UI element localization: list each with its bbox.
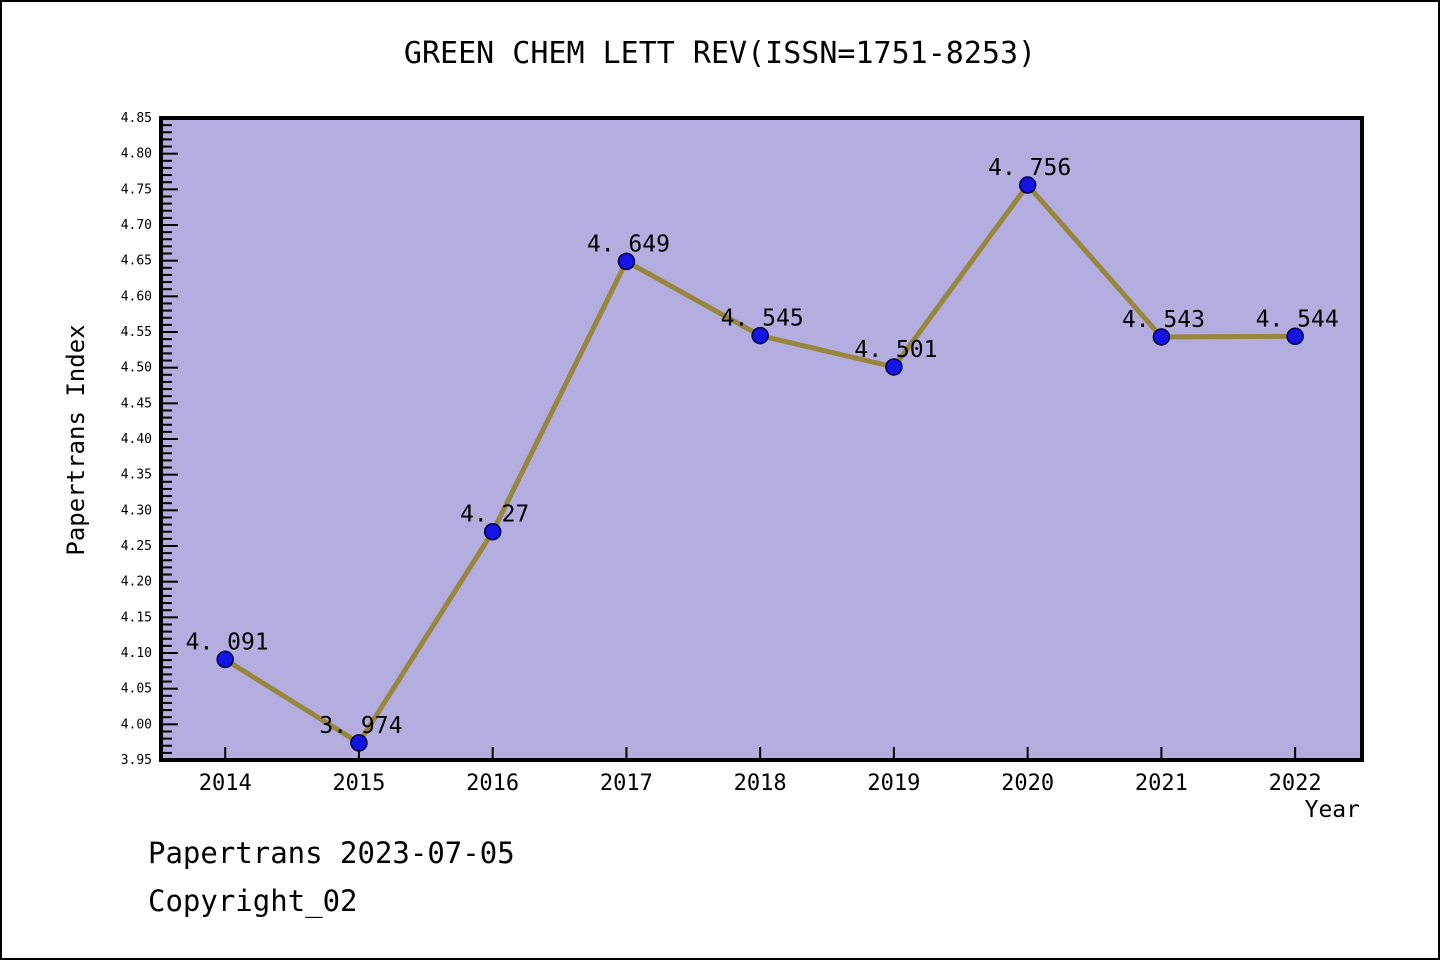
y-axis-label: Papertrans Index <box>62 324 90 556</box>
y-tick-label: 4.75 <box>121 182 152 197</box>
y-tick-label: 4.10 <box>121 646 152 661</box>
x-tick-label: 2019 <box>867 771 920 796</box>
y-tick-label: 4.85 <box>121 111 152 126</box>
x-tick-label: 2015 <box>332 771 385 796</box>
y-tick-label: 4.60 <box>121 289 152 304</box>
data-point-label: 4. 543 <box>1122 307 1205 333</box>
y-tick-label: 4.30 <box>121 503 152 518</box>
y-tick-label: 4.40 <box>121 432 152 447</box>
y-tick-label: 4.80 <box>121 147 152 162</box>
footer-copyright: Copyright_02 <box>148 884 358 918</box>
data-point-label: 4. 091 <box>186 629 269 655</box>
x-axis-label: Year <box>1304 797 1360 823</box>
data-point-label: 4. 649 <box>587 231 670 257</box>
y-tick-label: 4.20 <box>121 575 152 590</box>
x-tick-label: 2020 <box>1001 771 1054 796</box>
x-tick-label: 2017 <box>600 771 653 796</box>
x-tick-label: 2014 <box>199 771 252 796</box>
y-tick-label: 4.65 <box>121 254 152 269</box>
x-tick-label: 2018 <box>734 771 787 796</box>
y-tick-label: 3.95 <box>121 753 152 768</box>
y-tick-label: 4.15 <box>121 610 152 625</box>
data-point-marker <box>216 650 234 669</box>
x-tick-label: 2022 <box>1269 771 1322 796</box>
data-point-marker <box>350 734 368 752</box>
data-point-label: 4. 544 <box>1256 306 1339 332</box>
y-tick-label: 4.55 <box>121 325 152 340</box>
plot-area <box>159 116 1364 762</box>
x-tick-label: 2016 <box>466 771 519 796</box>
y-tick-label: 4.35 <box>121 468 152 483</box>
data-point-label: 4. 501 <box>854 337 937 363</box>
data-point-marker <box>617 252 636 271</box>
data-point-marker <box>1152 328 1171 346</box>
data-point-label: 4. 545 <box>721 306 804 332</box>
data-point-label: 4. 756 <box>988 155 1071 181</box>
y-tick-label: 4.25 <box>121 539 152 554</box>
x-tick-label: 2021 <box>1135 771 1188 796</box>
data-point-marker <box>1286 327 1304 346</box>
y-tick-label: 4.00 <box>121 717 152 732</box>
chart-title: GREEN CHEM LETT REV(ISSN=1751-8253) <box>403 36 1037 71</box>
y-tick-label: 4.05 <box>121 682 152 697</box>
data-point-label: 3. 974 <box>319 713 402 739</box>
y-tick-label: 4.45 <box>121 396 152 411</box>
data-point-marker <box>1018 176 1037 194</box>
data-point-marker <box>751 326 769 345</box>
data-point-label: 4. 27 <box>460 502 529 528</box>
y-tick-label: 4.50 <box>121 361 152 376</box>
footer-source: Papertrans 2023-07-05 <box>148 836 515 870</box>
data-point-marker <box>483 522 502 541</box>
data-point-marker <box>885 358 903 376</box>
y-tick-label: 4.70 <box>121 218 152 233</box>
